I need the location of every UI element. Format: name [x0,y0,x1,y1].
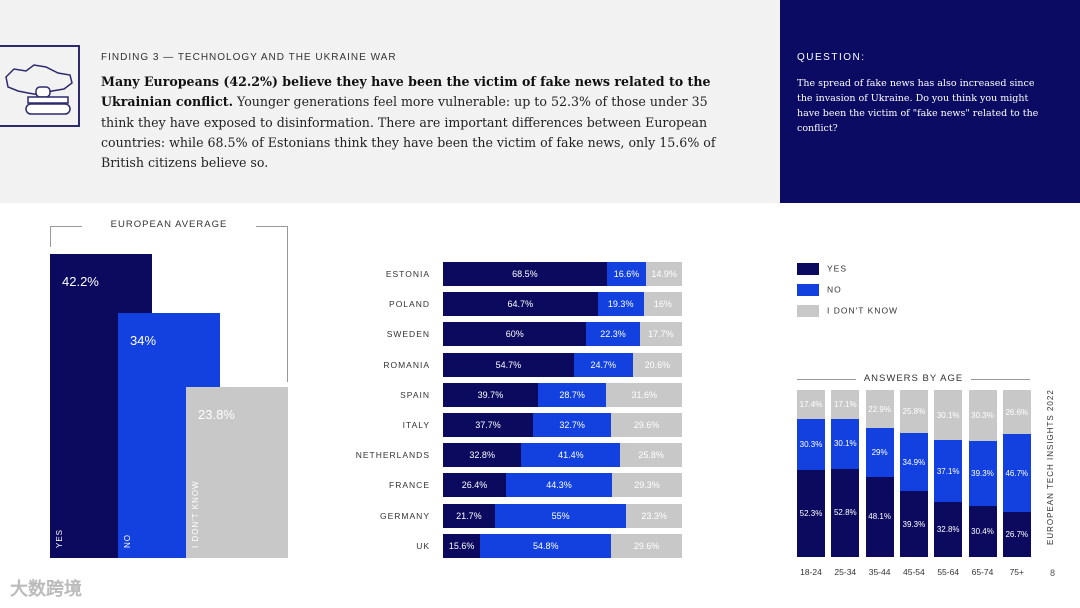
age-segment: 37.1% [934,440,963,503]
country-row: UK 15.6% 54.8% 29.6% [340,533,685,558]
country-segment-no: 24.7% [573,352,633,377]
age-segment: 26.7% [1002,512,1031,557]
country-segment-yes: 60% [443,322,587,347]
country-segment-yes: 64.7% [443,292,598,317]
country-segment-i-don-t-know: 25.8% [620,443,682,468]
country-row: FRANCE 26.4% 44.3% 29.3% [340,473,685,498]
country-segment-i-don-t-know: 29.3% [611,473,682,498]
country-row: GERMANY 21.7% 55% 23.3% [340,503,685,528]
country-segment-yes: 39.7% [443,382,538,407]
country-segment-no: 55% [494,503,627,528]
age-chart-title: ANSWERS BY AGE [797,373,1030,384]
age-segment: 46.7% [1002,434,1031,513]
age-label: 75+ [1009,567,1024,577]
country-row: ITALY 37.7% 32.7% 29.6% [340,413,685,437]
country-segment-i-don-t-know: 20.6% [632,352,682,377]
country-label: ITALY [402,420,430,430]
report-title: EUROPEAN TECH INSIGHTS 2022 [1046,389,1055,545]
country-segment-yes: 32.8% [443,443,522,468]
ukraine-tank-icon [0,45,80,127]
country-segment-i-don-t-know: 23.3% [626,503,682,528]
country-segment-i-don-t-know: 16% [643,292,682,317]
country-label: FRANCE [389,480,430,491]
country-row: ROMANIA 54.7% 24.7% 20.6% [340,352,685,377]
country-segment-i-don-t-know: 14.9% [646,262,682,286]
age-segment: 30.3% [797,419,825,470]
country-segment-no: 32.7% [533,413,612,437]
age-segment: 26.6% [1002,390,1031,435]
country-row: ESTONIA 68.5% 16.6% 14.9% [340,262,685,286]
country-segment-no: 41.4% [521,443,621,468]
age-segment: 39.3% [968,440,997,507]
country-segment-no: 22.3% [586,322,640,347]
country-segment-no: 28.7% [537,382,607,407]
legend-yes: YES [797,263,847,275]
country-segment-i-don-t-know: 29.6% [611,533,682,558]
age-segment: 22.9% [865,390,894,429]
country-label: ROMANIA [383,359,430,370]
country-label: SWEDEN [386,329,430,340]
question-text: The spread of fake news has also increas… [797,78,1039,134]
legend-dont-know: I DON'T KNOW [797,305,898,317]
country-label: NETHERLANDS [355,450,430,461]
finding-panel [0,0,780,203]
age-segment: 48.1% [865,476,894,557]
legend-no: NO [797,284,842,296]
age-segment: 34.9% [899,433,928,492]
country-segment-no: 19.3% [597,292,644,317]
watermark: 大数跨境 [10,579,82,599]
finding-text: Many Europeans (42.2%) believe they have… [101,72,721,173]
country-segment-yes: 68.5% [443,262,607,286]
european-average-title: EUROPEAN AVERAGE [82,219,256,230]
country-row: SWEDEN 60% 22.3% 17.7% [340,322,685,347]
finding-bold: Many Europeans (42.2%) believe they have… [101,74,711,110]
question-label: QUESTION: [797,52,866,63]
finding-kicker: FINDING 3 — TECHNOLOGY AND THE UKRAINE W… [101,52,397,63]
age-segment: 17.4% [797,390,825,420]
page-number: 8 [1050,568,1056,578]
avg-bar-value: 34% [130,333,157,349]
age-segment: 30.1% [934,390,963,441]
age-segment: 30.3% [968,390,997,441]
question-panel: QUESTION: The spread of fake news has al… [780,0,1080,203]
country-segment-no: 16.6% [606,262,647,286]
country-segment-i-don-t-know: 17.7% [639,322,682,347]
country-row: SPAIN 39.7% 28.7% 31.6% [340,382,685,407]
age-segment: 30.1% [831,418,860,469]
avg-bar-value: 23.8% [198,406,235,422]
age-segment: 52.3% [797,469,825,557]
avg-bar-value: 42.2% [62,274,99,289]
country-segment-yes: 21.7% [443,503,495,528]
country-segment-yes: 26.4% [443,473,507,498]
country-segment-yes: 37.7% [443,413,534,437]
age-label: 25-34 [834,567,857,577]
country-label: ESTONIA [385,269,430,279]
country-segment-no: 54.8% [480,533,612,558]
age-segment: 30.4% [968,506,997,557]
country-label: POLAND [389,299,430,310]
country-segment-i-don-t-know: 31.6% [606,382,682,407]
age-label: 65-74 [971,567,994,577]
avg-bar-2: 23.8% I DON'T KNOW [186,386,288,558]
age-segment: 39.3% [899,491,928,557]
finding-body: Younger generations feel more vulnerable… [101,94,716,171]
country-row: POLAND 64.7% 19.3% 16% [340,292,685,317]
age-segment: 32.8% [934,502,963,557]
age-segment: 25.8% [899,390,928,434]
age-label: 45-54 [903,567,925,577]
country-segment-no: 44.3% [506,473,612,498]
age-segment: 52.8% [831,468,860,557]
age-segment: 17.1% [831,390,860,419]
country-segment-yes: 15.6% [443,533,481,558]
age-label: 18-24 [800,567,822,577]
country-label: GERMANY [380,510,430,521]
country-label: SPAIN [400,389,430,400]
country-row: NETHERLANDS 32.8% 41.4% 25.8% [340,443,685,468]
age-label: 35-44 [868,567,891,577]
country-segment-i-don-t-know: 29.6% [611,413,682,437]
age-segment: 29% [865,428,894,477]
country-label: UK [416,540,430,551]
age-label: 55-64 [937,567,960,577]
country-segment-yes: 54.7% [443,352,574,377]
